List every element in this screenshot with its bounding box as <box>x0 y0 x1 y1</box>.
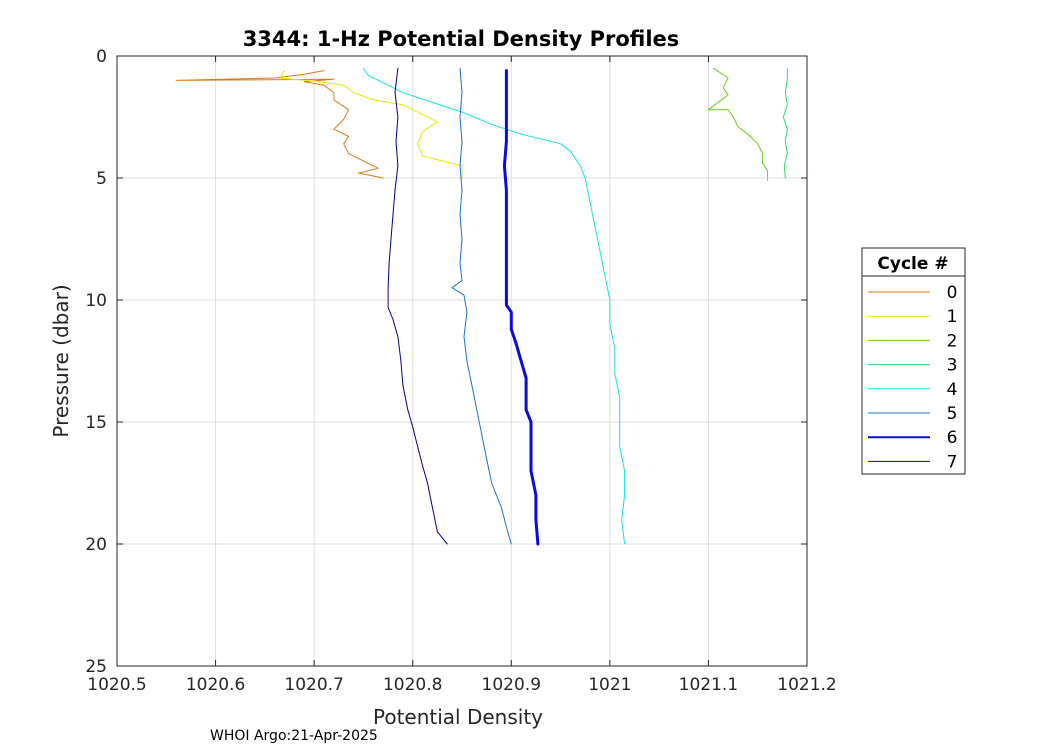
x-tick-label: 1020.7 <box>284 675 343 695</box>
legend-label-cycle-0: 0 <box>947 283 958 303</box>
series-layer <box>175 67 788 546</box>
x-tick-label: 1021.1 <box>679 675 738 695</box>
legend-label-cycle-4: 4 <box>947 380 958 400</box>
series-line-cycle-4 <box>362 67 626 545</box>
series-line-cycle-6 <box>502 69 540 546</box>
x-tick-label: 1020.5 <box>87 675 146 695</box>
series-line-cycle-7 <box>387 67 448 545</box>
x-tick-label: 1021.2 <box>777 675 836 695</box>
x-axis-label: Potential Density <box>373 705 543 729</box>
x-tick-label: 1020.9 <box>482 675 541 695</box>
axis-ticks: 1020.5 1020.6 1020.7 1020.8 1020.9 1021 1021.1… <box>85 47 836 695</box>
legend-label-cycle-3: 3 <box>947 356 958 376</box>
y-tick-label: 15 <box>85 413 107 433</box>
y-tick-label: 5 <box>96 169 107 189</box>
series-line-cycle-2 <box>707 67 769 181</box>
plot-area <box>117 56 807 666</box>
legend-label-cycle-5: 5 <box>947 404 958 424</box>
series-line-cycle-1 <box>279 70 463 179</box>
legend-label-cycle-1: 1 <box>947 307 958 327</box>
series-line-cycle-0 <box>175 70 384 179</box>
legend-label-cycle-6: 6 <box>947 428 958 448</box>
x-tick-label: 1020.6 <box>186 675 245 695</box>
y-tick-label: 20 <box>85 535 107 555</box>
y-tick-label: 0 <box>96 47 107 67</box>
legend: Cycle # 0 1 2 3 4 5 6 7 <box>861 247 966 475</box>
legend-entries: 0 1 2 3 4 5 6 7 <box>868 283 957 472</box>
chart-title: 3344: 1-Hz Potential Density Profiles <box>243 27 680 51</box>
x-tick-label: 1021 <box>588 675 631 695</box>
footer-credit: WHOI Argo:21-Apr-2025 <box>210 728 378 744</box>
legend-label-cycle-2: 2 <box>947 331 958 351</box>
legend-title: Cycle # <box>877 254 948 274</box>
y-tick-label: 25 <box>85 657 107 677</box>
legend-label-cycle-7: 7 <box>947 452 958 472</box>
y-axis-label: Pressure (dbar) <box>49 284 73 437</box>
series-line-cycle-3 <box>782 67 788 179</box>
y-tick-label: 10 <box>85 291 107 311</box>
x-tick-label: 1020.8 <box>383 675 442 695</box>
series-line-cycle-5 <box>451 67 512 545</box>
plot-frame <box>116 55 808 667</box>
